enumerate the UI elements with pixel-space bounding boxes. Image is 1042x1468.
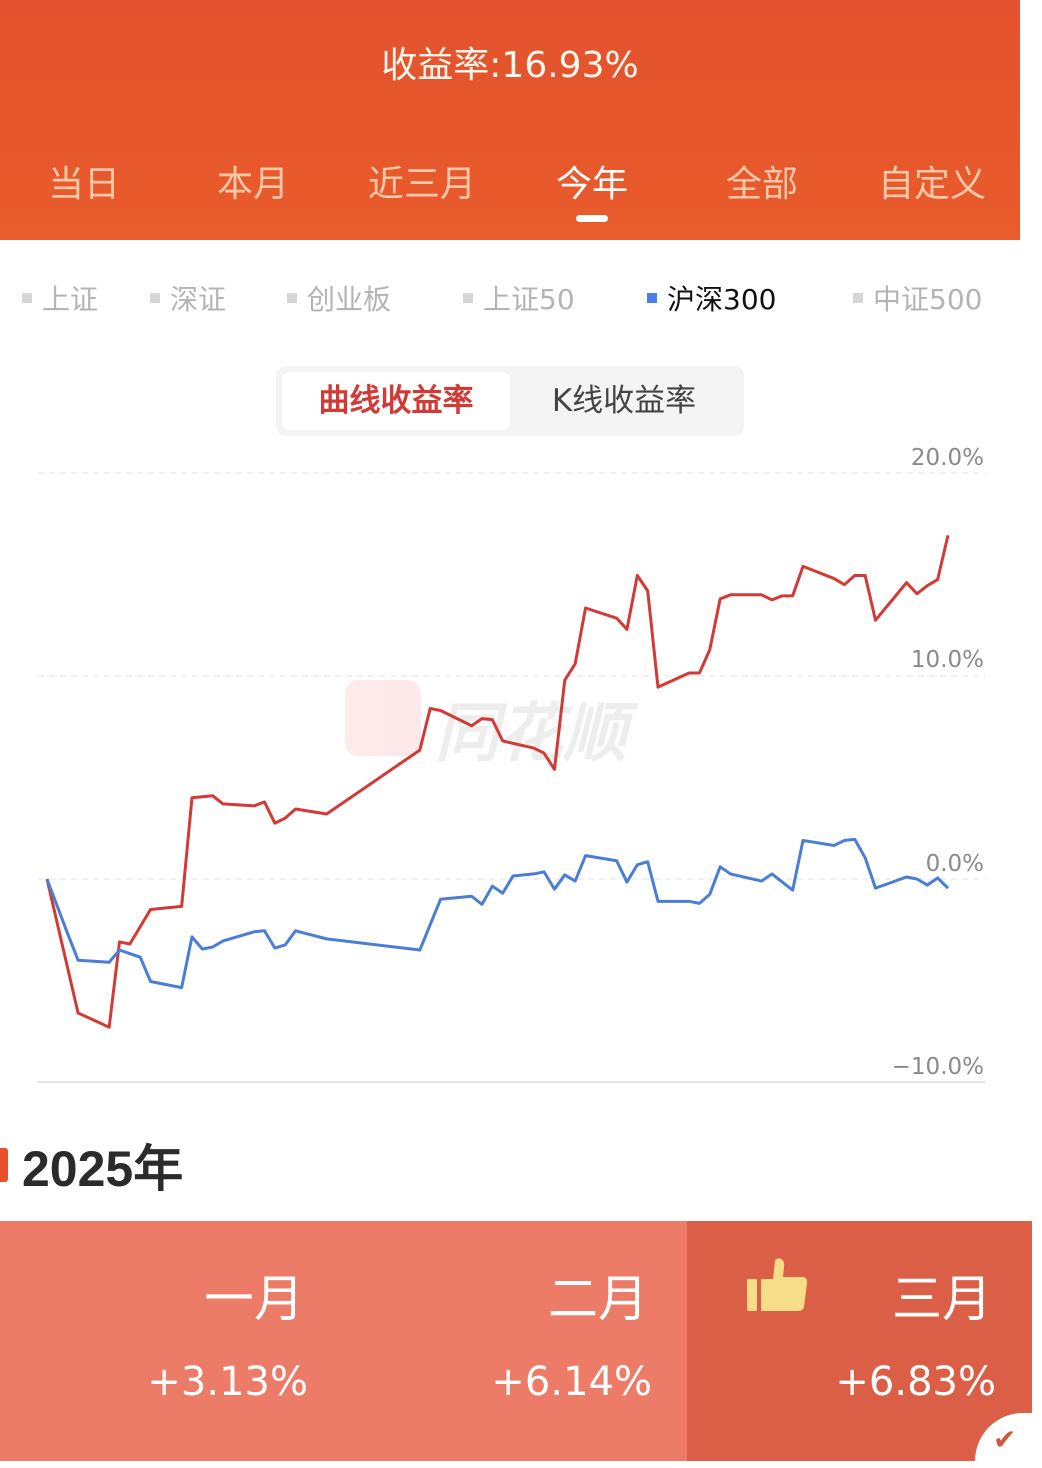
month-card-february[interactable]: 二月 +6.14%: [344, 1221, 688, 1461]
checkmark-icon: ✔: [993, 1423, 1017, 1456]
benchmark-csi500[interactable]: 中证500: [853, 278, 982, 318]
tab-custom[interactable]: 自定义: [877, 164, 987, 205]
watermark-logo-icon: [345, 680, 421, 756]
tab-all[interactable]: 全部: [725, 164, 799, 205]
y-tick-label: −10.0%: [891, 1054, 984, 1080]
benchmark-csi300[interactable]: 沪深300: [647, 278, 776, 318]
month-name: 一月: [204, 1270, 304, 1328]
benchmark-label: 上证: [42, 283, 99, 316]
legend-square-icon: [22, 293, 32, 303]
year-heading: 2025年: [0, 1135, 183, 1197]
y-tick-label: 10.0%: [910, 647, 984, 673]
return-rate-title: 收益率:16.93%: [381, 45, 639, 86]
benchmark-shanghai[interactable]: 上证: [22, 278, 98, 318]
curve-return-button[interactable]: 曲线收益率: [282, 372, 510, 430]
legend-square-icon: [647, 293, 657, 303]
y-tick-label: 20.0%: [910, 445, 984, 471]
benchmark-label: 创业板: [307, 283, 392, 316]
year-title: 2025年: [22, 1141, 184, 1197]
month-name: 二月: [548, 1270, 648, 1328]
kline-return-button[interactable]: K线收益率: [551, 383, 697, 419]
benchmark-label: 上证50: [483, 283, 575, 316]
header: 收益率:16.93% 当日 本月 近三月 今年 全部 自定义: [0, 0, 1020, 240]
month-card-january[interactable]: 一月 +3.13%: [0, 1221, 344, 1461]
legend-square-icon: [150, 293, 160, 303]
month-return: +6.83%: [835, 1359, 996, 1405]
benchmark-label: 中证500: [873, 283, 983, 316]
y-tick-label: 0.0%: [925, 851, 984, 877]
benchmark-sse50[interactable]: 上证50: [463, 278, 575, 318]
thumbs-up-icon: [747, 1258, 808, 1311]
tab-last-three-months[interactable]: 近三月: [367, 164, 477, 205]
benchmark-shenzhen[interactable]: 深证: [150, 278, 226, 318]
month-card-march[interactable]: 三月 +6.83% ✔: [687, 1221, 1033, 1461]
legend-square-icon: [853, 293, 863, 303]
benchmark-label: 深证: [170, 283, 227, 316]
heading-accent-bar: [0, 1148, 8, 1182]
selected-check-badge: ✔: [975, 1413, 1033, 1461]
legend-square-icon: [287, 293, 297, 303]
chart-mode-toggle: 曲线收益率 K线收益率: [276, 366, 744, 436]
period-tabs: 当日 本月 近三月 今年 全部 自定义: [0, 155, 1020, 205]
tab-today[interactable]: 当日: [47, 164, 121, 205]
benchmark-label: 沪深300: [667, 283, 777, 316]
tab-this-month[interactable]: 本月: [216, 164, 290, 205]
month-return: +3.13%: [147, 1359, 308, 1405]
legend-square-icon: [463, 293, 473, 303]
monthly-returns: 一月 +3.13% 二月 +6.14% 三月 +6.83% ✔: [0, 1221, 1033, 1461]
month-return: +6.14%: [491, 1359, 652, 1405]
benchmark-return-line: [45, 837, 950, 990]
watermark: 同花顺: [345, 680, 675, 771]
month-name: 三月: [892, 1270, 992, 1328]
benchmark-chinext[interactable]: 创业板: [287, 278, 391, 318]
active-tab-indicator: [576, 215, 608, 222]
portfolio-return-line: [45, 534, 950, 1029]
watermark-text: 同花顺: [435, 697, 627, 771]
benchmark-selector: 上证 深证 创业板 上证50 沪深300 中证500: [0, 278, 1042, 318]
tab-this-year[interactable]: 今年: [555, 164, 629, 205]
